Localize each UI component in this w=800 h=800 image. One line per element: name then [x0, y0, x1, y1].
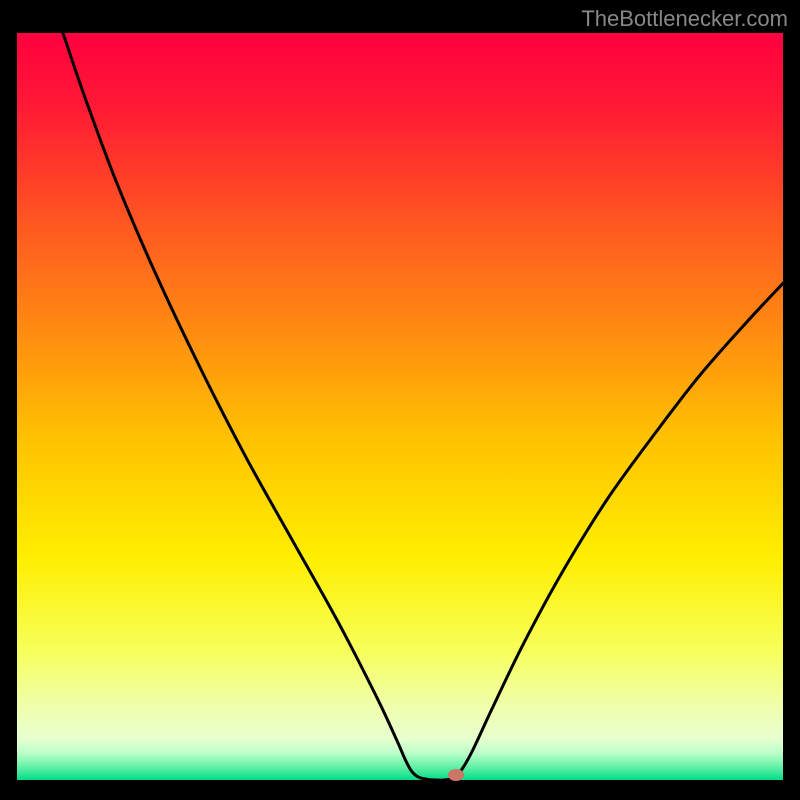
bottleneck-curve — [17, 33, 783, 780]
sweet-spot-marker — [448, 769, 464, 781]
watermark-text: TheBottlenecker.com — [581, 6, 788, 32]
curve-path — [63, 33, 783, 780]
